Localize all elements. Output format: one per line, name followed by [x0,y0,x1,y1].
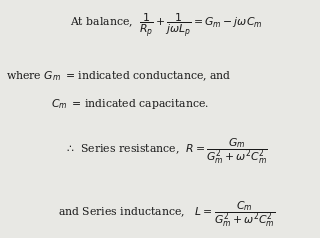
Text: and Series inductance,   $L = \dfrac{C_m}{G_m^2 + \omega^2 C_m^2}$: and Series inductance, $L = \dfrac{C_m}{… [58,199,275,229]
Text: $C_m\,$ = indicated capacitance.: $C_m\,$ = indicated capacitance. [51,97,209,110]
Text: where $G_m\,$ = indicated conductance, and: where $G_m\,$ = indicated conductance, a… [6,69,232,83]
Text: At balance,  $\dfrac{1}{R_p} + \dfrac{1}{j\omega L_p} = G_m - j\omega C_m$: At balance, $\dfrac{1}{R_p} + \dfrac{1}{… [70,11,263,39]
Text: $\therefore\,$ Series resistance,  $R = \dfrac{G_m}{G_m^2 + \omega^2 C_m^2}$: $\therefore\,$ Series resistance, $R = \… [64,136,268,166]
